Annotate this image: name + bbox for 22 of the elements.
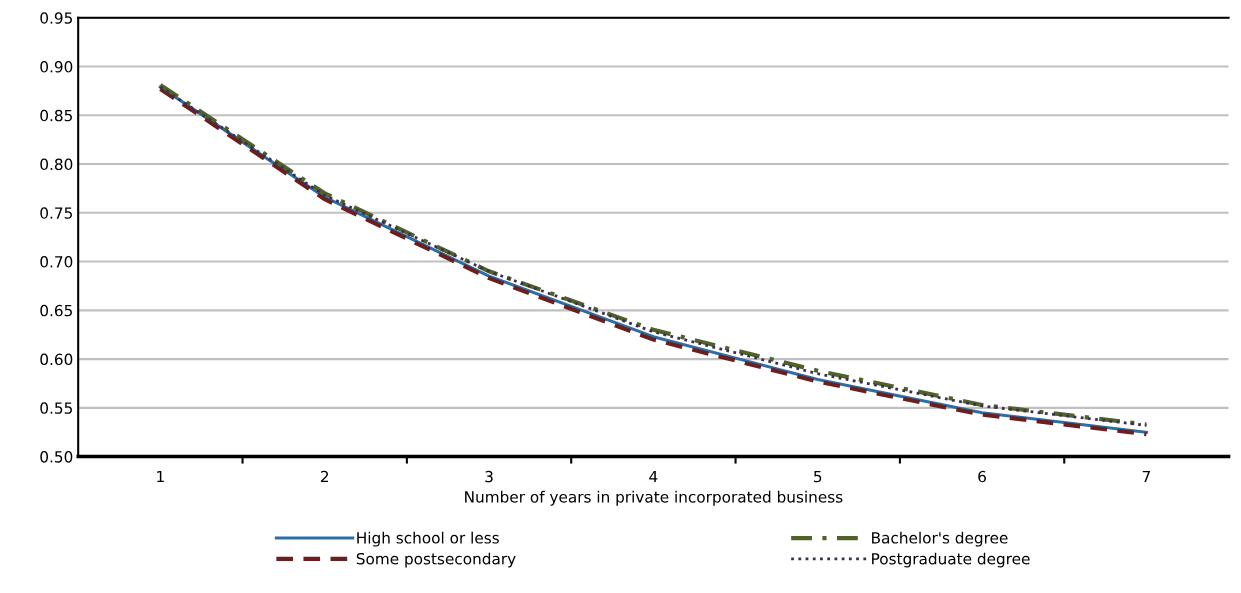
x-tick-label: 1 [157,470,164,483]
x-tick-label: 4 [649,470,658,483]
legend-label: Bachelor's degree [872,531,1008,547]
x-tick-label: 2 [320,470,329,483]
legend-label: Some postsecondary [356,552,516,568]
x-tick-label: 7 [1142,470,1150,483]
y-tick-label: 0.85 [40,109,72,122]
y-tick-label: 0.90 [40,61,73,73]
y-tick-label: 0.95 [40,12,72,24]
y-tick-label: 0.70 [40,256,73,268]
x-tick-label: 6 [978,470,986,483]
legend-label: High school or less [357,531,499,547]
legend-label: Postgraduate degree [872,552,1030,568]
x-tick-label: 3 [485,470,493,483]
x-tick-label: 5 [814,470,822,483]
y-tick-label: 0.55 [40,402,72,414]
x-axis-title: Number of years in private incorporated business [465,490,843,506]
y-tick-label: 0.60 [40,353,73,366]
y-tick-label: 0.80 [40,158,73,171]
y-tick-label: 0.65 [40,304,72,317]
y-tick-label: 0.75 [40,207,72,219]
y-tick-label: 0.50 [40,451,73,463]
